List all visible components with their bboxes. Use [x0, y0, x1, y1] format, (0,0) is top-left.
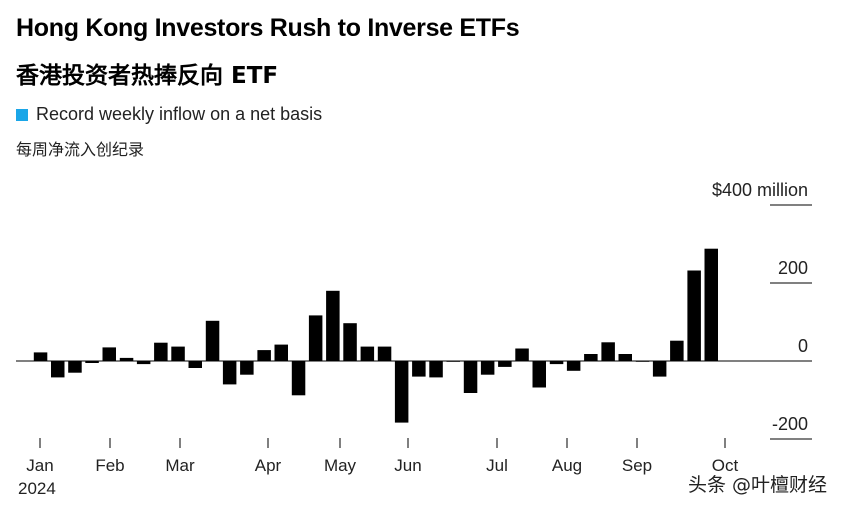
x-tick-label: Jun	[394, 456, 421, 475]
x-tick-label: Sep	[622, 456, 652, 475]
year-label: 2024	[18, 479, 56, 498]
bar	[33, 352, 48, 361]
bar	[446, 361, 460, 362]
bar	[549, 361, 564, 365]
y-tick-label: 200	[778, 258, 808, 278]
x-tick-label: Jan	[26, 456, 53, 475]
bar	[463, 361, 478, 393]
bar	[51, 361, 65, 378]
bar	[687, 270, 701, 361]
bar	[274, 344, 288, 361]
x-tick-label: Feb	[95, 456, 124, 475]
bar	[188, 361, 202, 368]
bar	[222, 361, 237, 385]
bar	[171, 346, 185, 361]
x-tick-label: Aug	[552, 456, 582, 475]
legend-label-cn: 每周净流入创纪录	[16, 140, 145, 159]
bar	[119, 357, 134, 361]
bar	[205, 320, 220, 361]
bar	[480, 361, 495, 375]
bar	[429, 361, 443, 378]
bar	[291, 361, 306, 396]
bar	[515, 348, 529, 361]
bar	[498, 361, 512, 367]
bar	[635, 361, 650, 362]
bar	[532, 361, 546, 388]
bar	[704, 248, 718, 361]
bar	[360, 346, 375, 361]
bar	[394, 361, 409, 423]
bar	[136, 361, 151, 365]
chart-title: Hong Kong Investors Rush to Inverse ETFs	[16, 14, 520, 42]
bar	[326, 290, 340, 361]
watermark: 头条 @叶檀财经	[688, 474, 828, 496]
bar	[618, 354, 632, 361]
legend-label: Record weekly inflow on a net basis	[36, 104, 323, 124]
bar	[240, 361, 254, 375]
bar	[85, 361, 99, 363]
bar	[601, 342, 615, 361]
bar	[584, 354, 598, 361]
bar	[308, 315, 323, 361]
bar	[652, 361, 667, 377]
legend: Record weekly inflow on a net basis	[16, 104, 322, 125]
bar	[102, 347, 116, 362]
bar	[566, 361, 581, 371]
x-tick-label: Oct	[712, 456, 739, 475]
y-tick-label: -200	[772, 414, 808, 434]
chart-subtitle-cn: 香港投资者热捧反向 ETF	[16, 63, 279, 89]
bar	[377, 346, 392, 361]
bar	[154, 342, 168, 361]
bar	[257, 350, 271, 361]
bar	[68, 361, 82, 373]
y-tick-label: $400 million	[712, 180, 808, 200]
bar	[343, 323, 357, 361]
bar	[670, 340, 684, 361]
legend-swatch	[16, 108, 28, 121]
y-tick-label: 0	[798, 336, 808, 356]
x-tick-label: Apr	[255, 456, 282, 475]
bar	[412, 361, 426, 377]
x-tick-label: Mar	[165, 456, 195, 475]
x-tick-label: Jul	[486, 456, 508, 475]
x-tick-label: May	[324, 456, 357, 475]
